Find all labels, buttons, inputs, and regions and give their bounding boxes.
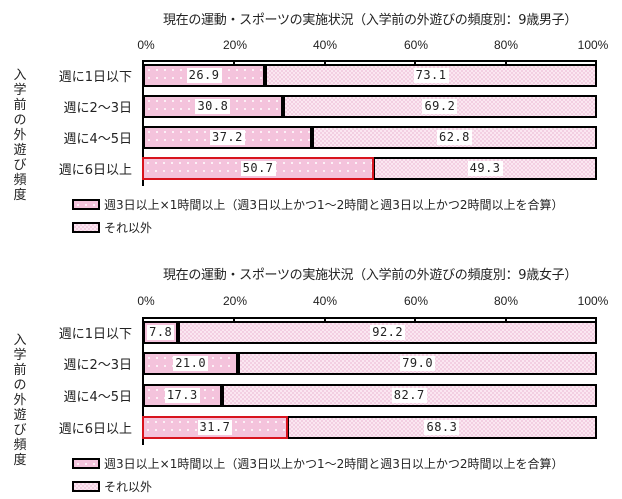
chart-boys: 現在の運動・スポーツの実施状況（入学前の外遊びの頻度別：9歳男子） 入学前の外遊… xyxy=(0,0,622,245)
bar-segment-other: 79.0 xyxy=(238,352,597,375)
chart-title: 現在の運動・スポーツの実施状況（入学前の外遊びの頻度別：9歳女子） xyxy=(162,268,578,283)
category-label: 週に2～3日 xyxy=(63,101,132,116)
value-label: 17.3 xyxy=(164,388,200,403)
legend-item-other: それ以外 xyxy=(72,478,152,495)
x-tick xyxy=(233,317,235,322)
category-label: 週に4～5日 xyxy=(63,390,132,405)
tick-label-80: 80% xyxy=(493,294,519,308)
legend-item-active: 週3日以上×1時間以上（週3日以上かつ1～2時間と週3日以上かつ2時間以上を合算… xyxy=(72,196,564,213)
bar-row: 30.8 69.2 xyxy=(143,95,597,118)
bar-segment-active: 7.8 xyxy=(143,321,179,344)
bar-row: 37.2 62.8 xyxy=(143,126,597,149)
tick-label-20: 20% xyxy=(222,38,248,52)
y-axis-line xyxy=(142,60,144,186)
value-label: 21.0 xyxy=(173,356,209,371)
bar-segment-active: 26.9 xyxy=(143,64,266,87)
value-label: 26.9 xyxy=(186,68,222,83)
tick-label-80: 80% xyxy=(493,38,519,52)
bar-row: 21.0 79.0 xyxy=(143,352,597,375)
tick-label-0: 0% xyxy=(137,38,155,52)
bar-segment-active: 17.3 xyxy=(143,384,222,407)
x-tick xyxy=(324,60,326,65)
bar-segment-active: 30.8 xyxy=(143,95,283,118)
category-label: 週に4～5日 xyxy=(63,132,132,147)
bar-row: 17.3 82.7 xyxy=(143,384,597,407)
bar-segment-other: 62.8 xyxy=(311,126,597,149)
x-tick xyxy=(505,60,507,65)
y-axis-title: 入学前の外遊び頻度 xyxy=(13,68,27,203)
legend-label: 週3日以上×1時間以上（週3日以上かつ1～2時間と週3日以上かつ2時間以上を合算… xyxy=(104,198,564,212)
x-tick xyxy=(324,317,326,322)
x-tick xyxy=(595,317,597,322)
legend-swatch-pink-dotted xyxy=(72,458,100,469)
category-label: 週に1日以下 xyxy=(58,327,132,342)
category-label: 週に2～3日 xyxy=(63,358,132,373)
tick-label-0: 0% xyxy=(137,294,155,308)
x-tick xyxy=(414,317,416,322)
legend-swatch-pink-dotted xyxy=(72,199,100,210)
bar-segment-other: 82.7 xyxy=(221,384,597,407)
x-tick xyxy=(233,60,235,65)
bar-segment-other: 73.1 xyxy=(265,64,597,87)
y-axis-title: 入学前の外遊び頻度 xyxy=(13,333,27,468)
legend-label: それ以外 xyxy=(104,221,153,235)
bar-row: 7.8 92.2 xyxy=(143,321,597,344)
value-label: 7.8 xyxy=(147,325,175,340)
bar-segment-other: 49.3 xyxy=(373,157,597,180)
bar-segment-active: 37.2 xyxy=(143,126,312,149)
value-label: 37.2 xyxy=(209,130,245,145)
tick-label-60: 60% xyxy=(403,38,429,52)
legend-swatch-light-pink-hatched xyxy=(72,481,100,492)
tick-label-100: 100% xyxy=(577,38,609,52)
value-label: 82.7 xyxy=(391,388,427,403)
x-axis-line xyxy=(143,317,597,319)
value-label: 69.2 xyxy=(422,99,458,114)
category-label: 週に6日以上 xyxy=(58,422,132,437)
bar-row: 26.9 73.1 xyxy=(143,64,597,87)
tick-label-40: 40% xyxy=(312,294,338,308)
value-label: 73.1 xyxy=(413,68,449,83)
bar-segment-other: 69.2 xyxy=(282,95,597,118)
tick-label-100: 100% xyxy=(577,294,609,308)
value-label: 31.7 xyxy=(197,420,233,435)
chart-girls: 現在の運動・スポーツの実施状況（入学前の外遊びの頻度別：9歳女子） 入学前の外遊… xyxy=(0,256,622,499)
y-axis-line xyxy=(142,317,144,445)
bar-segment-active-highlighted: 50.7 xyxy=(142,157,375,180)
value-label: 62.8 xyxy=(436,130,472,145)
tick-label-40: 40% xyxy=(312,38,338,52)
category-label: 週に1日以下 xyxy=(58,70,132,85)
bar-segment-active: 21.0 xyxy=(143,352,239,375)
value-label: 50.7 xyxy=(240,161,276,176)
value-label: 68.3 xyxy=(424,420,460,435)
value-label: 49.3 xyxy=(467,161,503,176)
bar-segment-other: 68.3 xyxy=(286,416,597,439)
x-tick xyxy=(414,60,416,65)
value-label: 79.0 xyxy=(400,356,436,371)
legend-label: 週3日以上×1時間以上（週3日以上かつ1～2時間と週3日以上かつ2時間以上を合算… xyxy=(104,457,564,471)
x-tick xyxy=(595,60,597,65)
x-axis-line xyxy=(143,60,597,62)
bar-segment-other: 92.2 xyxy=(178,321,597,344)
legend-item-other: それ以外 xyxy=(72,219,152,236)
value-label: 30.8 xyxy=(195,99,231,114)
x-tick xyxy=(505,317,507,322)
value-label: 92.2 xyxy=(370,325,406,340)
bar-segment-active-highlighted: 31.7 xyxy=(142,416,288,439)
legend-label: それ以外 xyxy=(104,480,153,494)
legend-swatch-light-pink-hatched xyxy=(72,222,100,233)
bar-row: 68.3 31.7 xyxy=(142,416,597,439)
legend-item-active: 週3日以上×1時間以上（週3日以上かつ1～2時間と週3日以上かつ2時間以上を合算… xyxy=(72,455,564,472)
bar-row: 49.3 50.7 xyxy=(142,157,597,180)
category-label: 週に6日以上 xyxy=(58,163,132,178)
chart-title: 現在の運動・スポーツの実施状況（入学前の外遊びの頻度別：9歳男子） xyxy=(162,13,578,28)
tick-label-60: 60% xyxy=(403,294,429,308)
tick-label-20: 20% xyxy=(222,294,248,308)
